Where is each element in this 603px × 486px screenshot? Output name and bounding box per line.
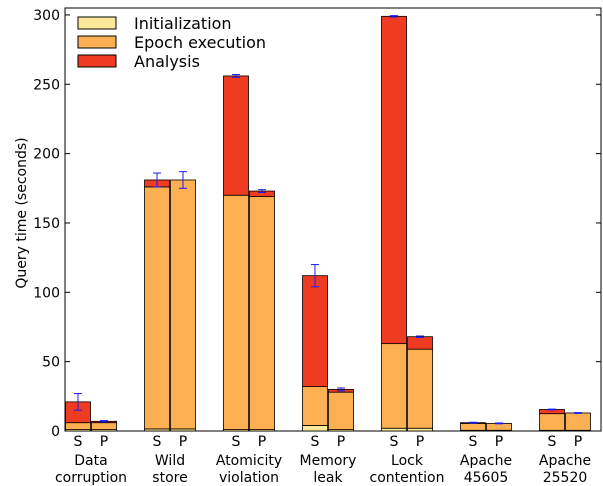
x-group-label: Data — [74, 453, 107, 469]
bar-segment-epoch-execution — [65, 422, 91, 431]
bar-segment-epoch-execution — [565, 412, 591, 431]
bar-segment-epoch-execution — [223, 194, 249, 431]
legend-swatch — [77, 35, 117, 49]
bar-segment-epoch-execution — [486, 422, 512, 431]
bar-segment-epoch-execution — [91, 422, 117, 431]
bar-segment-epoch-execution — [460, 422, 486, 431]
bar-segment-epoch-execution — [328, 391, 354, 431]
x-group-label: Lock — [391, 453, 424, 469]
y-tick-label: 0 — [51, 424, 60, 440]
bar-tag: S — [469, 434, 478, 450]
x-group-label: leak — [313, 470, 343, 486]
bar-segment-epoch-execution — [144, 186, 170, 430]
x-group-label: Atomicity — [216, 453, 282, 469]
x-group-label: corruption — [55, 470, 127, 486]
bar-tag: P — [495, 434, 503, 450]
x-group-label: Apache — [539, 453, 591, 469]
bar-segment-analysis — [223, 75, 249, 196]
bar-segment-initialization — [302, 425, 328, 432]
x-group-label: violation — [219, 470, 279, 486]
bar-segment-epoch-execution — [170, 179, 196, 430]
bar-segment-epoch-execution — [302, 386, 328, 426]
x-group-label: contention — [370, 470, 445, 486]
bar-tag: S — [232, 434, 241, 450]
x-group-label: Apache — [460, 453, 512, 469]
bar-segment-epoch-execution — [249, 196, 275, 431]
y-tick-label: 150 — [33, 216, 60, 232]
bar-segment-epoch-execution — [381, 343, 407, 429]
bar-tag: P — [100, 434, 108, 450]
bar-segment-initialization — [407, 427, 433, 432]
bar-segment-analysis — [302, 275, 328, 388]
legend-swatch — [77, 16, 117, 30]
bar-segment-epoch-execution — [539, 413, 565, 431]
bar-tag: S — [311, 434, 320, 450]
bar-segment-analysis — [407, 336, 433, 350]
x-group-label: Memory — [300, 453, 357, 469]
bar-tag: P — [574, 434, 582, 450]
legend-label: Analysis — [134, 52, 200, 71]
bar-segment-initialization — [381, 427, 407, 432]
x-group-label: 45605 — [464, 470, 509, 486]
bar-tag: S — [548, 434, 557, 450]
y-tick-label: 300 — [33, 8, 60, 24]
legend-label: Initialization — [134, 14, 232, 33]
bar-tag: P — [416, 434, 424, 450]
y-tick-label: 100 — [33, 285, 60, 301]
bar-tag: P — [179, 434, 187, 450]
bar-tag: P — [258, 434, 266, 450]
x-group-label: Wild — [155, 453, 185, 469]
bar-tag: S — [153, 434, 162, 450]
y-tick-label: 200 — [33, 147, 60, 163]
bar-stacks — [65, 15, 591, 432]
bar-tag: S — [390, 434, 399, 450]
y-tick-label: 250 — [33, 77, 60, 93]
x-group-label: 25520 — [543, 470, 588, 486]
bar-segment-analysis — [381, 15, 407, 345]
y-tick-label: 50 — [42, 355, 60, 371]
y-axis-label: Query time (seconds) — [14, 137, 30, 288]
x-group-label: store — [152, 470, 187, 486]
bar-tag: P — [337, 434, 345, 450]
bar-segment-epoch-execution — [407, 348, 433, 429]
error-bars — [74, 15, 582, 425]
legend-swatch — [77, 54, 117, 68]
legend-label: Epoch execution — [134, 33, 266, 52]
bar-tag: S — [74, 434, 83, 450]
